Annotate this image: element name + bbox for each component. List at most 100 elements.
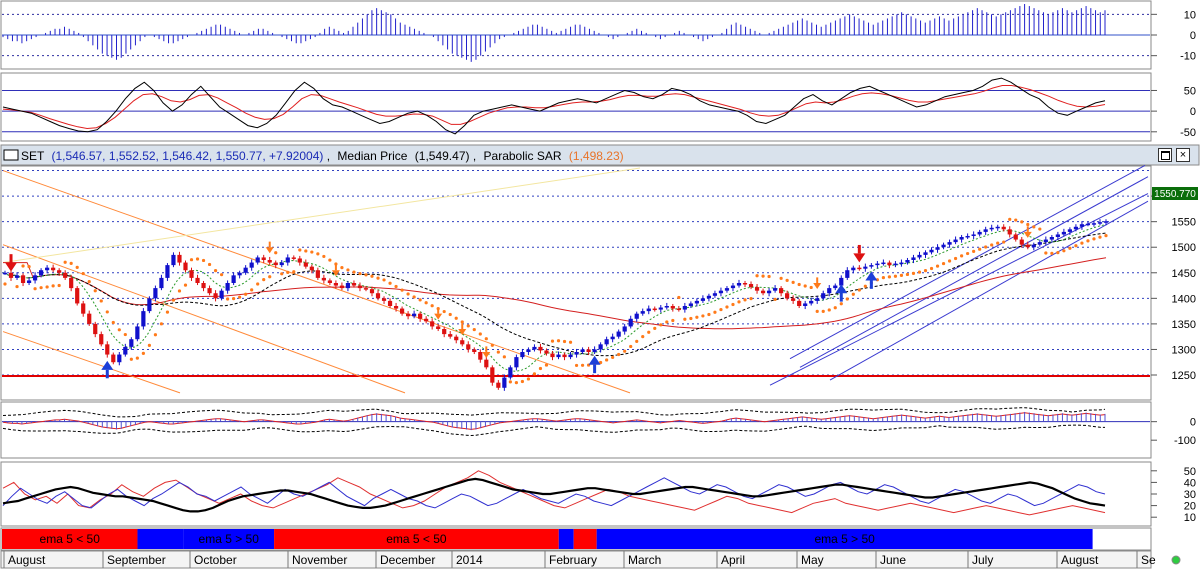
candle-body [1073, 226, 1079, 230]
candle-body [905, 260, 910, 263]
candle-body [412, 313, 417, 317]
sar-dot [1068, 246, 1072, 250]
candle-body [111, 354, 116, 363]
sar-dot [785, 278, 789, 282]
candle-body [616, 331, 621, 337]
candle-body [851, 267, 856, 271]
sar-dot [484, 337, 488, 341]
sar-dot [472, 327, 476, 332]
close-button[interactable]: × [1176, 148, 1190, 162]
candle-body [357, 285, 363, 289]
sar-dot [141, 351, 145, 355]
sar-dot [580, 363, 585, 367]
sar-dot [514, 380, 518, 385]
sar-dot [779, 276, 783, 280]
candle-body [93, 323, 98, 335]
candle-body [863, 266, 868, 269]
ribbon-label: ema 5 > 50 [814, 532, 875, 546]
candle-body [682, 306, 687, 310]
sar-dot [322, 254, 326, 259]
sar-dot [671, 318, 675, 323]
month-label: August [1061, 553, 1099, 567]
status-indicator[interactable] [1171, 555, 1181, 565]
sar-dot [1086, 239, 1090, 243]
candle-body [466, 344, 471, 350]
sar-dot [93, 289, 97, 293]
candle-body [971, 234, 976, 236]
ribbon-segment [137, 529, 184, 549]
candle-body [327, 280, 332, 283]
signal-arrows [5, 226, 1032, 379]
candle-body [1001, 226, 1006, 230]
candle-body [598, 344, 603, 350]
sar-dot [207, 262, 212, 267]
candle-body [658, 307, 663, 310]
sar-dot [286, 270, 290, 274]
ribbon-label: ema 5 < 50 [386, 532, 447, 546]
y-tick-label: 40 [1184, 477, 1196, 489]
sar-dot [905, 272, 910, 277]
ribbon-label: ema 5 < 50 [40, 532, 101, 546]
y-tick-label: 1450 [1172, 268, 1196, 280]
macd-panel: 0 -100 [0, 401, 1196, 459]
candle-body [604, 339, 609, 345]
sar-dot [725, 305, 729, 309]
candle-body [183, 262, 188, 271]
candle-body [273, 262, 278, 266]
histogram-panel: 10 0 -10 [0, 0, 1196, 70]
sar-dot [171, 298, 176, 302]
sar-dot [972, 249, 976, 253]
sar-dot [406, 292, 410, 296]
candle-body [249, 262, 254, 268]
sar-dot [767, 274, 771, 279]
macd-signal-line [2, 412, 1106, 430]
sar-dot [21, 264, 25, 268]
candle-body [857, 267, 862, 270]
blue-regression-channel [829, 200, 1149, 381]
sar-dot [749, 297, 753, 301]
candle-body [947, 242, 952, 245]
sar-dot [382, 278, 386, 282]
candle-body [815, 298, 820, 301]
down-arrow [265, 247, 274, 254]
candle-body [460, 340, 465, 345]
adx-lines [2, 470, 1106, 516]
candle-body [634, 313, 639, 319]
candle-body [965, 235, 970, 238]
candle-body [821, 293, 826, 299]
stochastic-k-line [2, 77, 1106, 135]
sar-dot [105, 310, 109, 314]
sar-dot [833, 306, 837, 310]
median-price-value: (1,549.47) [415, 149, 470, 163]
candle-body [803, 303, 808, 306]
parabolic-sar-dots [3, 217, 1108, 385]
sar-dot [364, 273, 368, 277]
candle-body [39, 270, 44, 276]
sar-dot [996, 241, 1000, 245]
candle-body [1031, 244, 1036, 248]
candle-body [406, 313, 411, 317]
candle-body [730, 285, 736, 289]
sar-dot [3, 282, 7, 286]
candle-body [935, 247, 940, 250]
candle-body [63, 272, 68, 278]
candle-body [664, 306, 669, 308]
sar-dot [935, 264, 940, 268]
sar-dot [232, 297, 236, 301]
candle-body [57, 270, 62, 273]
sar-dot [743, 298, 747, 302]
candle-body [791, 298, 796, 301]
candle-body [718, 290, 724, 294]
sar-dot [424, 301, 428, 305]
y-tick-label: 30 [1184, 489, 1196, 501]
candle-body [285, 257, 290, 263]
sar-dot [183, 283, 188, 287]
chart-legend: SET (1,546.57, 1,552.52, 1,546.42, 1,550… [21, 149, 624, 163]
ribbon-segment [274, 529, 559, 549]
candle-body [917, 254, 922, 258]
down-arrow [331, 270, 340, 277]
candle-body [243, 267, 248, 273]
candle-body [129, 339, 134, 347]
candle-body [640, 311, 645, 314]
maximize-button[interactable] [1158, 148, 1172, 162]
